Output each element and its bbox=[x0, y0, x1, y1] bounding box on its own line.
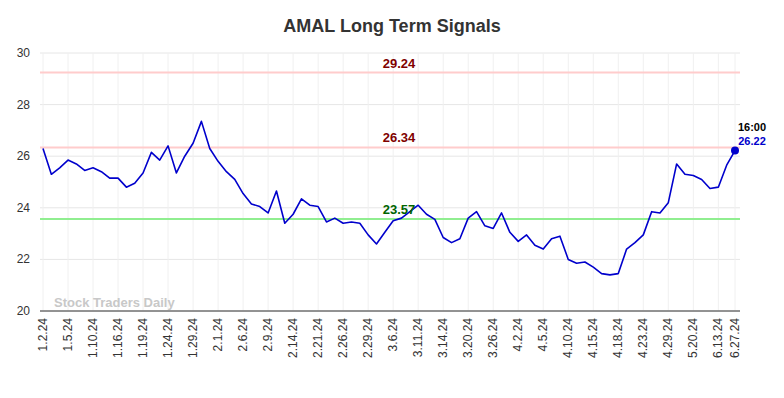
x-tick-label: 2.21.24 bbox=[311, 318, 325, 358]
x-tick-label: 3.26.24 bbox=[486, 318, 500, 358]
grid-line bbox=[668, 53, 669, 311]
price-line bbox=[43, 121, 735, 275]
x-tick-label: 1.29.24 bbox=[186, 318, 200, 358]
x-tick-label: 2.9.24 bbox=[261, 318, 275, 352]
reference-line bbox=[40, 146, 740, 148]
grid-line bbox=[93, 53, 94, 311]
y-tick-label: 24 bbox=[17, 201, 31, 215]
grid-line bbox=[193, 53, 194, 311]
x-axis bbox=[40, 311, 740, 312]
y-tick-label: 30 bbox=[17, 46, 31, 60]
reference-label: 23.57 bbox=[383, 202, 416, 217]
x-tick-label: 6.13.24 bbox=[711, 318, 725, 358]
reference-label: 26.34 bbox=[383, 130, 416, 145]
y-tick-label: 28 bbox=[17, 98, 31, 112]
chart: AMAL Long Term Signals 20 22 24 26 28 30 1.2.24… bbox=[0, 0, 784, 398]
x-tick-label: 2.1.24 bbox=[211, 318, 225, 352]
x-tick-label: 3.11.24 bbox=[411, 318, 425, 357]
grid-line bbox=[243, 53, 244, 311]
grid-line bbox=[40, 156, 740, 157]
grid-line bbox=[68, 53, 69, 311]
x-tick-label: 4.29.24 bbox=[661, 318, 675, 358]
grid-line bbox=[643, 53, 644, 311]
x-tick-label: 2.29.24 bbox=[361, 318, 375, 358]
x-tick-label: 1.16.24 bbox=[111, 318, 125, 358]
x-tick-label: 1.2.24 bbox=[36, 318, 50, 352]
watermark: Stock Traders Daily bbox=[54, 295, 175, 310]
grid-line bbox=[293, 53, 294, 311]
grid-line bbox=[40, 53, 740, 54]
grid-line bbox=[418, 53, 419, 311]
grid-line bbox=[543, 53, 544, 311]
grid-line bbox=[593, 53, 594, 311]
grid-line bbox=[318, 53, 319, 311]
x-tick-label: 4.2.24 bbox=[511, 318, 525, 352]
grid-line bbox=[143, 53, 144, 311]
x-tick-label: 1.24.24 bbox=[161, 318, 175, 358]
grid-line bbox=[718, 53, 719, 311]
x-tick-label: 3.6.24 bbox=[386, 318, 400, 352]
grid-line bbox=[40, 259, 740, 260]
reference-line bbox=[40, 218, 740, 220]
last-point bbox=[731, 147, 739, 155]
grid-line bbox=[118, 53, 119, 311]
x-tick-label: 4.5.24 bbox=[536, 318, 550, 352]
x-tick-label: 5.20.24 bbox=[686, 318, 700, 358]
grid-line bbox=[40, 311, 740, 312]
x-tick-label: 6.27.24 bbox=[728, 318, 742, 358]
grid-line bbox=[343, 53, 344, 311]
x-tick-label: 4.18.24 bbox=[611, 318, 625, 358]
x-tick-label: 4.15.24 bbox=[586, 318, 600, 358]
grid-line bbox=[568, 53, 569, 311]
grid-line bbox=[735, 53, 736, 311]
x-tick-label: 1.19.24 bbox=[136, 318, 150, 358]
grid-line bbox=[168, 53, 169, 311]
grid-line bbox=[218, 53, 219, 311]
value-label: 26.22 bbox=[738, 135, 766, 147]
x-tick-label: 3.14.24 bbox=[436, 318, 450, 358]
grid-line bbox=[518, 53, 519, 311]
grid-line bbox=[468, 53, 469, 311]
grid-line bbox=[443, 53, 444, 311]
x-tick-label: 2.14.24 bbox=[286, 318, 300, 358]
title: AMAL Long Term Signals bbox=[283, 16, 500, 36]
x-tick-label: 2.26.24 bbox=[336, 318, 350, 358]
y-tick-label: 26 bbox=[17, 149, 31, 163]
x-tick-label: 1.10.24 bbox=[86, 318, 100, 358]
reference-label: 29.24 bbox=[383, 56, 416, 71]
grid-line bbox=[268, 53, 269, 311]
grid-line bbox=[368, 53, 369, 311]
x-tick-label: 4.23.24 bbox=[636, 318, 650, 358]
x-tick-label: 1.5.24 bbox=[61, 318, 75, 352]
reference-line bbox=[40, 72, 740, 74]
time-label: 16:00 bbox=[738, 121, 766, 133]
x-tick-label: 3.20.24 bbox=[461, 318, 475, 358]
y-tick-label: 22 bbox=[17, 252, 31, 266]
grid-line bbox=[40, 104, 740, 105]
grid-line bbox=[393, 53, 394, 311]
plot-area bbox=[40, 73, 740, 275]
x-tick-label: 4.10.24 bbox=[561, 318, 575, 358]
y-tick-label: 20 bbox=[17, 304, 31, 318]
x-tick-label: 2.6.24 bbox=[236, 318, 250, 352]
grid-line bbox=[493, 53, 494, 311]
grid-line bbox=[693, 53, 694, 311]
grid-line bbox=[43, 53, 44, 311]
